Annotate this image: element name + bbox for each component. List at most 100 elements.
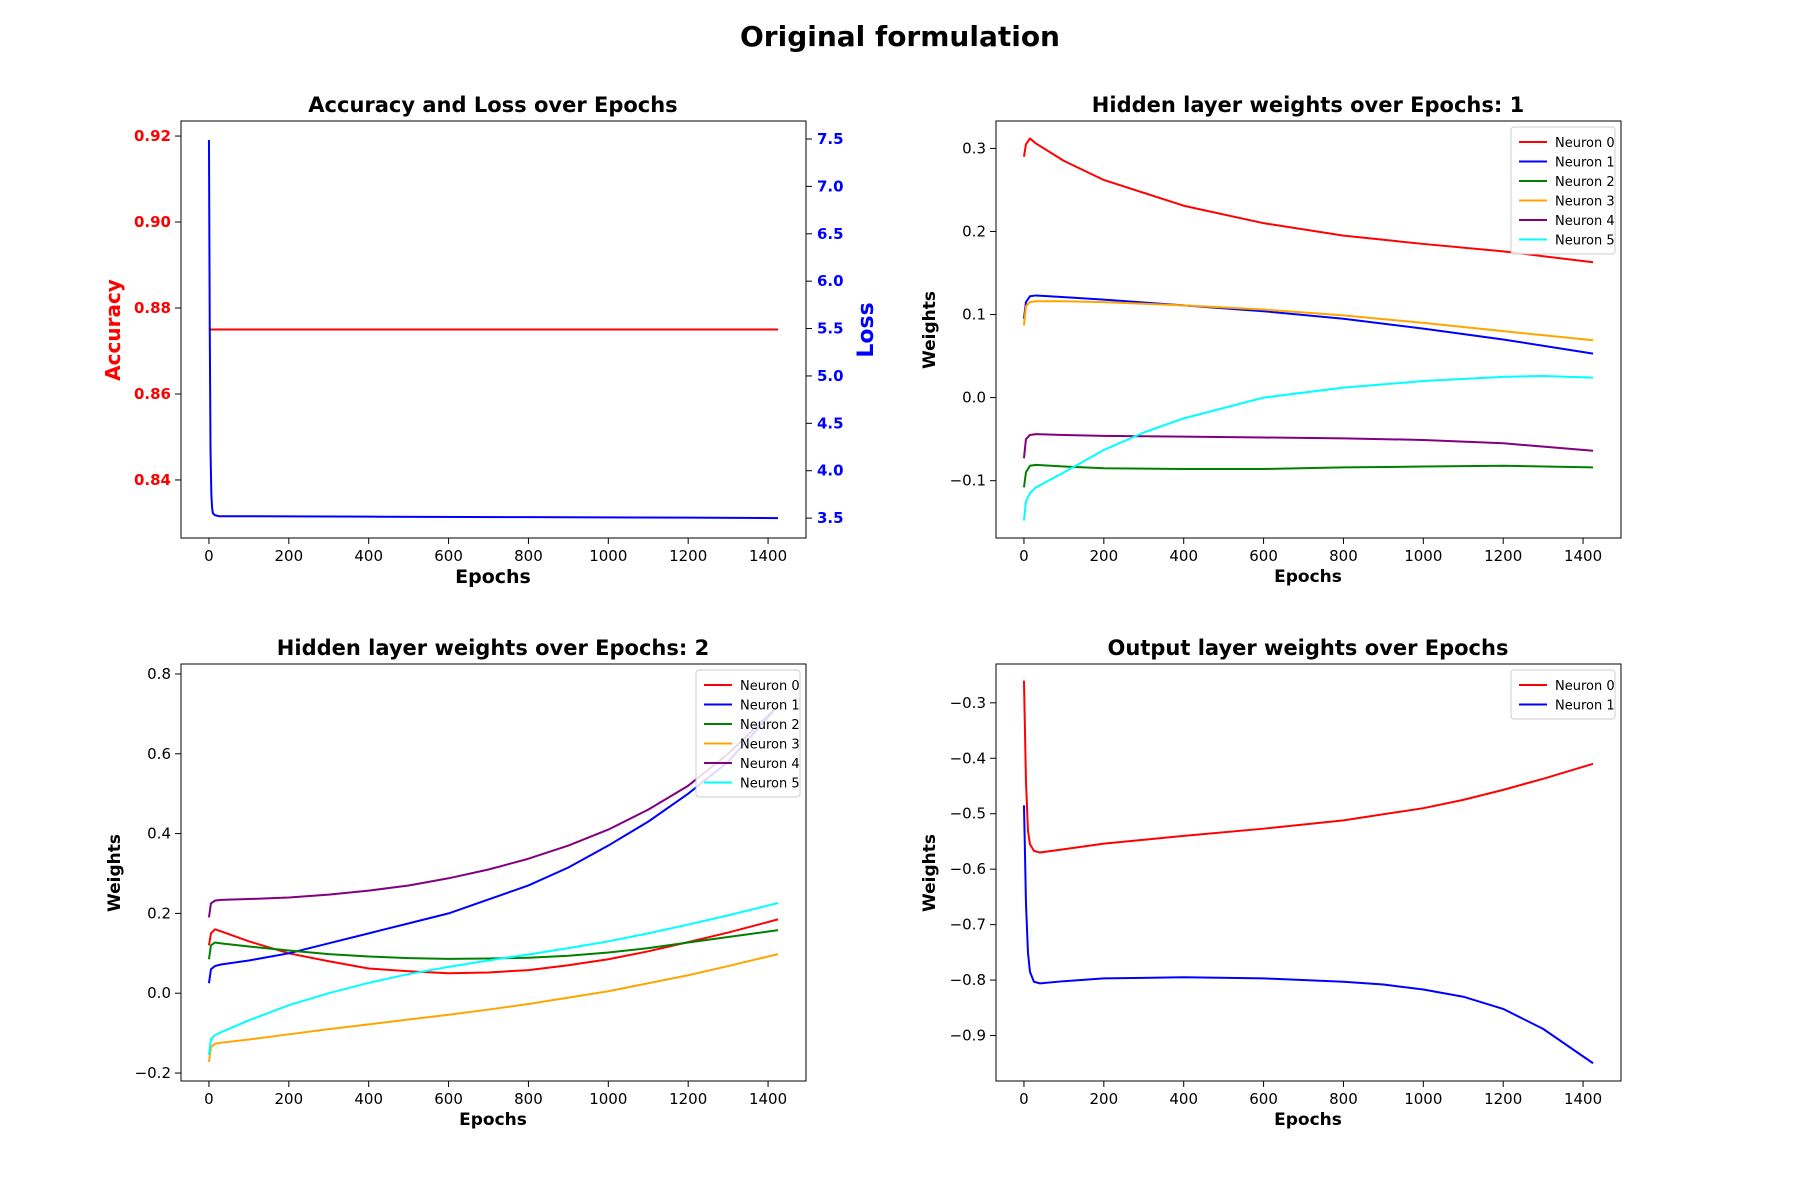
y-tick-label: −0.7 bbox=[950, 916, 986, 934]
y-tick-label: 0.4 bbox=[147, 825, 171, 843]
y-axis-label: Weights bbox=[105, 834, 125, 912]
y-tick-label: 0.3 bbox=[962, 139, 986, 157]
legend-label: Neuron 3 bbox=[740, 738, 800, 753]
legend-label: Neuron 0 bbox=[1555, 679, 1615, 694]
x-tick-label: 200 bbox=[1090, 1090, 1119, 1108]
series-line-neuron-2 bbox=[1022, 463, 1594, 488]
legend-label: Neuron 2 bbox=[1555, 175, 1615, 190]
series-layer bbox=[207, 705, 779, 1062]
series-line-neuron-4 bbox=[1022, 433, 1594, 459]
legend-box bbox=[1510, 126, 1616, 255]
series-line-neuron-3 bbox=[1022, 300, 1594, 342]
tick-layer: 0 200 400 600 800 1000 1200 1400 −0.2 0.0 0.2 0.4 0.… bbox=[135, 665, 788, 1108]
legend: Neuron 0 Neuron 1 Neuron 2 Neuron 3 Neuron 4… bbox=[1510, 126, 1616, 255]
chart-hidden-layer-2: Hidden layer weights over Epochs: 2 Epoc… bbox=[105, 636, 807, 1130]
x-tick-label: 200 bbox=[275, 1090, 304, 1108]
x-tick-label: 600 bbox=[1249, 547, 1278, 565]
chart-title: Hidden layer weights over Epochs: 2 bbox=[277, 636, 709, 660]
chart-hidden-layer-1: Hidden layer weights over Epochs: 1 Epoc… bbox=[920, 93, 1622, 587]
tick-layer: 0 200 400 600 800 1000 1200 1400 −0.9 −0.8 −0.7 −0.… bbox=[950, 694, 1603, 1108]
series-line-neuron-0 bbox=[1022, 680, 1594, 854]
y-tick-label: −0.4 bbox=[950, 749, 986, 767]
y-tick-label: 0.92 bbox=[134, 127, 171, 145]
series-line-neuron-2 bbox=[207, 929, 779, 960]
legend-label: Neuron 5 bbox=[740, 777, 800, 792]
legend: Neuron 0 Neuron 1 bbox=[1510, 669, 1616, 720]
chart-title: Hidden layer weights over Epochs: 1 bbox=[1092, 93, 1524, 117]
legend-box bbox=[1510, 669, 1616, 720]
y-right-tick-label: 4.5 bbox=[817, 414, 844, 432]
plot-frame bbox=[995, 120, 1622, 539]
series-line-neuron-5 bbox=[207, 902, 779, 1056]
x-tick-label: 1400 bbox=[749, 547, 787, 565]
y-right-tick-label: 5.0 bbox=[817, 367, 844, 385]
x-tick-label: 400 bbox=[1169, 1090, 1198, 1108]
x-axis-label: Epochs bbox=[459, 1110, 527, 1130]
y-tick-label: 0.86 bbox=[134, 385, 171, 403]
legend-label: Neuron 4 bbox=[1555, 214, 1615, 229]
x-axis-label: Epochs bbox=[455, 566, 531, 588]
legend-label: Neuron 3 bbox=[1555, 195, 1615, 210]
chart-accuracy-loss: Accuracy and Loss over Epochs Epochs Acc… bbox=[101, 93, 879, 588]
legend-box bbox=[695, 669, 801, 798]
legend-label: Neuron 4 bbox=[740, 757, 800, 772]
legend-label: Neuron 1 bbox=[740, 699, 800, 714]
series-line-neuron-0 bbox=[207, 918, 779, 975]
series-line-series-1 bbox=[207, 139, 779, 520]
x-tick-label: 400 bbox=[354, 1090, 383, 1108]
x-tick-label: 800 bbox=[514, 1090, 543, 1108]
figure-suptitle: Original formulation bbox=[740, 20, 1060, 53]
y-tick-label: −0.9 bbox=[950, 1027, 986, 1045]
y-axis-label: Weights bbox=[920, 291, 940, 369]
series-line-neuron-0 bbox=[1022, 137, 1594, 264]
x-tick-label: 1400 bbox=[749, 1090, 787, 1108]
x-axis-label: Epochs bbox=[1274, 567, 1342, 587]
y-tick-label: 0.88 bbox=[134, 299, 171, 317]
y-tick-label: −0.1 bbox=[950, 472, 986, 490]
series-layer bbox=[207, 139, 779, 520]
x-tick-label: 1000 bbox=[589, 1090, 627, 1108]
y-right-tick-label: 6.5 bbox=[817, 225, 844, 243]
y-axis-label: Weights bbox=[920, 834, 940, 912]
x-tick-label: 400 bbox=[354, 547, 383, 565]
legend-label: Neuron 1 bbox=[1555, 156, 1615, 171]
legend: Neuron 0 Neuron 1 Neuron 2 Neuron 3 Neuron 4… bbox=[695, 669, 801, 798]
series-layer bbox=[1022, 680, 1594, 1065]
y-tick-label: 0.0 bbox=[147, 984, 171, 1002]
y-tick-label: 0.0 bbox=[962, 389, 986, 407]
y-axis-label-left: Accuracy bbox=[101, 279, 125, 381]
x-tick-label: 1000 bbox=[1404, 547, 1442, 565]
x-tick-label: 1200 bbox=[669, 1090, 707, 1108]
x-tick-label: 600 bbox=[434, 1090, 463, 1108]
x-tick-label: 1400 bbox=[1564, 547, 1602, 565]
y-right-tick-label: 7.5 bbox=[817, 130, 844, 148]
plot-frame bbox=[180, 663, 807, 1082]
x-tick-label: 600 bbox=[1249, 1090, 1278, 1108]
y-tick-label: 0.84 bbox=[134, 471, 171, 489]
y-tick-label: 0.1 bbox=[962, 306, 986, 324]
y-right-tick-label: 4.0 bbox=[817, 462, 844, 480]
series-line-neuron-1 bbox=[1022, 294, 1594, 355]
x-tick-label: 1200 bbox=[1484, 1090, 1522, 1108]
y-right-tick-label: 6.0 bbox=[817, 272, 844, 290]
legend-label: Neuron 1 bbox=[1555, 699, 1615, 714]
series-line-neuron-5 bbox=[1022, 375, 1594, 521]
y-tick-label: −0.3 bbox=[950, 694, 986, 712]
series-line-neuron-1 bbox=[207, 705, 779, 984]
x-tick-label: 1200 bbox=[1484, 547, 1522, 565]
y-tick-label: 0.8 bbox=[147, 665, 171, 683]
y-tick-label: −0.8 bbox=[950, 971, 986, 989]
legend-label: Neuron 5 bbox=[1555, 234, 1615, 249]
tick-layer: 0 200 400 600 800 1000 1200 1400 −0.1 0.0 0.1 0.2 0.… bbox=[950, 139, 1603, 565]
y-axis-label-right: Loss bbox=[854, 302, 879, 357]
x-tick-label: 1400 bbox=[1564, 1090, 1602, 1108]
x-tick-label: 1200 bbox=[669, 547, 707, 565]
chart-title: Accuracy and Loss over Epochs bbox=[308, 93, 677, 117]
y-tick-label: −0.5 bbox=[950, 805, 986, 823]
legend-label: Neuron 0 bbox=[740, 679, 800, 694]
plot-frame bbox=[995, 663, 1622, 1082]
y-right-tick-label: 7.0 bbox=[817, 177, 844, 195]
x-tick-label: 0 bbox=[204, 547, 214, 565]
